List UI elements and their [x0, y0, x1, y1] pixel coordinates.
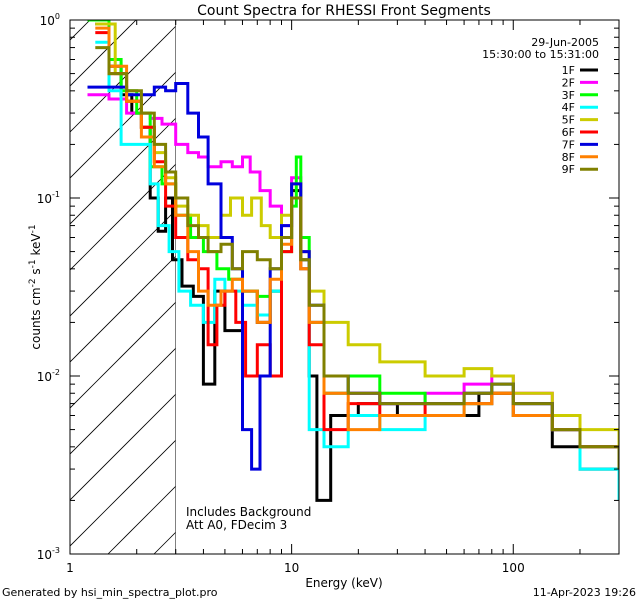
x-tick-label: 10: [284, 561, 299, 575]
legend-label-5F: 5F: [562, 114, 575, 127]
footer-generated-by: Generated by hsi_min_spectra_plot.pro: [2, 586, 218, 599]
y-axis-label-sup: -1: [28, 259, 38, 268]
axes: 1 10 100 100 10-1 10-2 10-3: [37, 12, 620, 575]
y-axis-label-part: counts cm: [29, 287, 43, 349]
legend-label-1F: 1F: [562, 64, 575, 77]
date-label: 29-Jun-2005: [531, 36, 599, 49]
series-group: [87, 20, 619, 502]
hatched-region: [0, 14, 619, 554]
legend-label-9F: 9F: [562, 163, 575, 176]
footer-timestamp: 11-Apr-2023 19:26: [533, 586, 636, 599]
legend-label-4F: 4F: [562, 101, 575, 114]
x-tick-label: 1: [66, 561, 74, 575]
y-axis-label: counts cm-2 s-1 keV-1: [28, 224, 43, 349]
annotation-attenuator: Att A0, FDecim 3: [186, 518, 287, 532]
hatch-line: [0, 14, 50, 554]
hatch-line: [70, 20, 229, 179]
y-tick-label: 10-2: [37, 368, 60, 384]
chart-title: Count Spectra for RHESSI Front Segments: [197, 3, 491, 19]
y-axis-label-part: keV: [29, 233, 43, 260]
series-9F: [95, 46, 619, 470]
y-tick-label: 10-1: [37, 190, 60, 206]
x-tick-label: 100: [502, 561, 525, 575]
y-axis-label-part: s: [29, 268, 43, 278]
legend-label-6F: 6F: [562, 126, 575, 139]
legend-label-3F: 3F: [562, 89, 575, 102]
legend-label-8F: 8F: [562, 151, 575, 164]
y-tick-label: 10-3: [37, 546, 60, 562]
y-axis-label-sup: -1: [28, 224, 38, 233]
legend-label-7F: 7F: [562, 138, 575, 151]
hatch-line: [70, 20, 183, 133]
x-axis-label: Energy (keV): [305, 576, 382, 590]
hatch-line: [70, 20, 91, 41]
hatch-mask: [175, 20, 619, 554]
plot-frame: [69, 19, 620, 555]
series-2F: [87, 93, 619, 470]
time-range-label: 15:30:00 to 15:31:00: [482, 48, 599, 61]
annotation-background: Includes Background: [186, 505, 311, 519]
y-tick-label: 100: [40, 12, 60, 28]
y-axis-label-sup: -2: [28, 278, 38, 287]
legend-label-2F: 2F: [562, 76, 575, 89]
